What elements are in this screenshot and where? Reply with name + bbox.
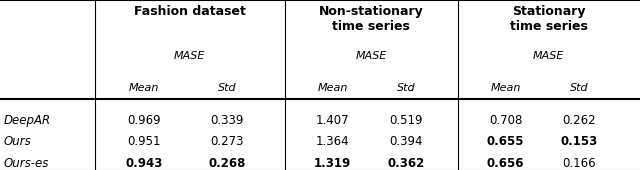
Text: 0.339: 0.339 [211,114,244,127]
Text: Mean: Mean [490,83,521,93]
Text: 0.166: 0.166 [563,157,596,170]
Text: Std: Std [218,83,237,93]
Text: 0.273: 0.273 [211,135,244,148]
Text: 0.519: 0.519 [390,114,423,127]
Text: 0.655: 0.655 [487,135,524,148]
Text: Std: Std [397,83,416,93]
Text: 0.969: 0.969 [127,114,161,127]
Text: 0.268: 0.268 [209,157,246,170]
Text: 1.364: 1.364 [316,135,349,148]
Text: 0.951: 0.951 [127,135,161,148]
Text: Mean: Mean [317,83,348,93]
Text: 0.943: 0.943 [125,157,163,170]
Text: 0.262: 0.262 [563,114,596,127]
Text: Mean: Mean [129,83,159,93]
Text: Ours: Ours [3,135,31,148]
Text: Ours-es: Ours-es [3,157,49,170]
Text: Fashion dataset: Fashion dataset [134,5,246,18]
Text: Non-stationary
time series: Non-stationary time series [319,5,424,33]
Text: DeepAR: DeepAR [3,114,51,127]
Text: Stationary
time series: Stationary time series [510,5,588,33]
Text: 0.362: 0.362 [388,157,425,170]
Text: MASE: MASE [355,51,387,61]
Text: 0.708: 0.708 [489,114,522,127]
Text: MASE: MASE [174,51,205,61]
Text: 1.319: 1.319 [314,157,351,170]
Text: 0.153: 0.153 [561,135,598,148]
Text: MASE: MASE [533,51,564,61]
Text: Std: Std [570,83,589,93]
Text: 0.656: 0.656 [487,157,524,170]
Text: 0.394: 0.394 [390,135,423,148]
Text: 1.407: 1.407 [316,114,349,127]
